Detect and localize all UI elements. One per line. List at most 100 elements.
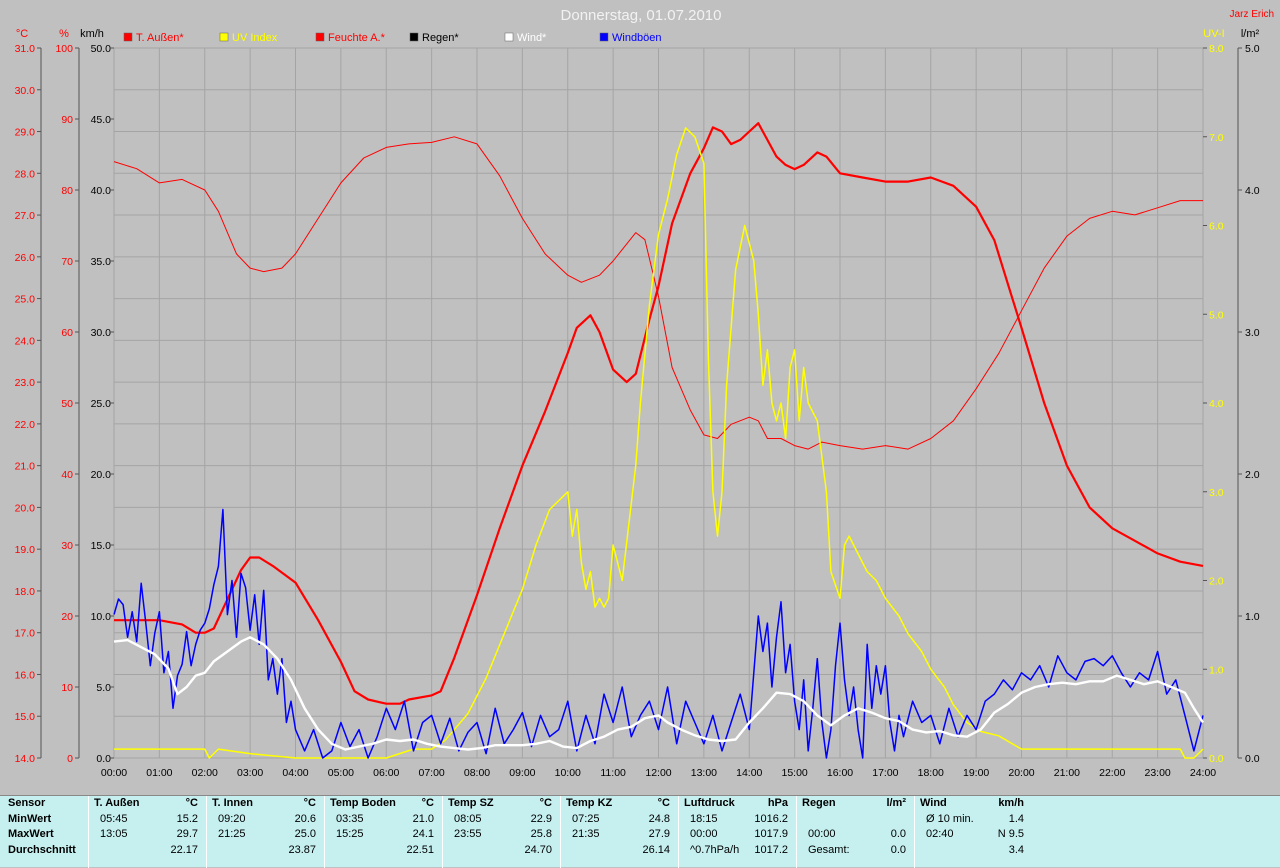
row-value: 1017.9 xyxy=(754,828,788,840)
temp-axis-tick-label: 30.0 xyxy=(15,85,36,97)
temp-axis-tick-label: 31.0 xyxy=(15,43,36,55)
x-axis-tick-label: 07:00 xyxy=(418,767,444,779)
x-axis-tick-label: 12:00 xyxy=(645,767,671,779)
section-header: Temp Boden °C xyxy=(330,796,434,812)
legend-label: Regen* xyxy=(422,32,459,44)
x-axis-tick-label: 14:00 xyxy=(736,767,762,779)
temp-axis-tick-label: 15.0 xyxy=(15,711,36,723)
section-divider xyxy=(560,796,561,868)
section-divider xyxy=(678,796,679,868)
kmh-unit-label: km/h xyxy=(80,28,104,40)
temp-axis-tick-label: 23.0 xyxy=(15,377,36,389)
row-label-sensor: Sensor xyxy=(8,797,46,809)
row-time: 23:55 xyxy=(454,828,482,840)
temp-axis-tick-label: 25.0 xyxy=(15,294,36,306)
pct-axis-tick-label: 60 xyxy=(61,327,73,339)
section-t-innen: T. Innen °C 09:20 20.6 21:25 25.0 23.87 xyxy=(212,796,316,868)
section-row: 07:25 24.8 xyxy=(566,812,670,828)
section-header: Luftdruck hPa xyxy=(684,796,788,812)
section-wind: Wind km/h Ø 10 min. 1.4 02:40 N 9.5 3.4 xyxy=(920,796,1024,868)
row-value: 0.0 xyxy=(890,828,906,840)
section-title: Temp KZ xyxy=(566,797,613,809)
row-time: 05:45 xyxy=(100,812,128,825)
kmh-axis-tick-label: 40.0 xyxy=(91,185,112,197)
grid xyxy=(113,47,1204,759)
row-time: 08:05 xyxy=(454,812,482,825)
row-value: 27.9 xyxy=(648,828,670,840)
rain-axis-tick-label: 1.0 xyxy=(1245,611,1260,623)
section-divider xyxy=(206,796,207,868)
row-value: 23.87 xyxy=(288,843,316,856)
x-axis-tick-label: 08:00 xyxy=(464,767,490,779)
row-time: 00:00 xyxy=(808,828,836,840)
row-value: 22.17 xyxy=(170,843,198,856)
temp-axis-tick-label: 18.0 xyxy=(15,586,36,598)
section-header: T. Innen °C xyxy=(212,796,316,812)
row-time: 07:25 xyxy=(572,812,600,825)
x-axis-tick-label: 22:00 xyxy=(1099,767,1125,779)
pct-axis-tick-label: 20 xyxy=(61,611,73,623)
series-line-uv-index xyxy=(114,127,1204,759)
temp-unit-label: °C xyxy=(16,28,28,40)
row-value: 22.51 xyxy=(406,843,434,856)
uv-axis-tick-label: 4.0 xyxy=(1209,398,1224,410)
legend-label: Feuchte A.* xyxy=(328,32,386,44)
row-label-max: MaxWert xyxy=(8,828,54,840)
x-axis-tick-label: 05:00 xyxy=(328,767,354,779)
x-axis-tick-label: 01:00 xyxy=(146,767,172,779)
x-axis-tick-label: 19:00 xyxy=(963,767,989,779)
row-value: 15.2 xyxy=(176,812,198,825)
kmh-axis-tick-label: 30.0 xyxy=(91,327,112,339)
section-row: 03:35 21.0 xyxy=(330,812,434,828)
section-unit: °C xyxy=(657,797,670,809)
section-row: 15:25 24.1 xyxy=(330,827,434,843)
section-temp-boden: Temp Boden °C 03:35 21.0 15:25 24.1 22.51 xyxy=(330,796,434,868)
kmh-axis-tick-label: 10.0 xyxy=(91,611,112,623)
x-axis-tick-label: 18:00 xyxy=(918,767,944,779)
section-divider xyxy=(324,796,325,868)
section-row: ^0.7hPa/h 1017.2 xyxy=(684,843,788,859)
row-time: 21:35 xyxy=(572,828,600,840)
temp-axis-tick-label: 28.0 xyxy=(15,168,36,180)
row-value: 26.14 xyxy=(642,843,670,856)
legend-swatch xyxy=(599,32,609,42)
section-row: 00:00 1017.9 xyxy=(684,827,788,843)
row-time: 18:15 xyxy=(690,812,718,825)
weather-chart: 31.0 30.0 29.0 28.0 27.0 26.0 25.0 24.0 23.0 22.0… xyxy=(15,7,1274,779)
x-axis-tick-label: 03:00 xyxy=(237,767,263,779)
section-row: Ø 10 min. 1.4 xyxy=(920,812,1024,828)
section-row: 23:55 25.8 xyxy=(448,827,552,843)
section-title: Temp Boden xyxy=(330,797,396,809)
temp-axis-tick-label: 17.0 xyxy=(15,628,36,640)
legend: T. Außen* UV Index Feuchte A.* Regen* Wind* W… xyxy=(123,32,662,44)
row-value: 0.0 xyxy=(890,843,906,856)
legend-label: T. Außen* xyxy=(136,32,184,44)
section-unit: °C xyxy=(539,797,552,809)
kmh-axis-tick-label: 5.0 xyxy=(96,682,111,694)
kmh-axis-tick-label: 50.0 xyxy=(91,43,112,55)
temp-axis-tick-label: 29.0 xyxy=(15,127,36,139)
row-value: 29.7 xyxy=(176,828,198,840)
uv-axis-tick-label: 5.0 xyxy=(1209,309,1224,321)
section-title: T. Innen xyxy=(212,797,253,809)
section-header: T. Außen °C xyxy=(94,796,198,812)
section-unit: km/h xyxy=(998,797,1024,809)
pct-axis-tick-label: 70 xyxy=(61,256,73,268)
row-value: N 9.5 xyxy=(997,828,1024,840)
pct-unit-label: % xyxy=(59,28,69,40)
pct-axis-tick-label: 30 xyxy=(61,540,73,552)
row-value: 1017.2 xyxy=(754,843,788,856)
section-row: 22.51 xyxy=(330,843,434,859)
pct-axis-tick-label: 100 xyxy=(55,43,73,55)
x-axis-tick-label: 20:00 xyxy=(1008,767,1034,779)
x-axis-tick-label: 00:00 xyxy=(101,767,127,779)
rain-axis-tick-label: 2.0 xyxy=(1245,469,1260,481)
rain-axis-tick-label: 4.0 xyxy=(1245,185,1260,197)
axes: 31.0 30.0 29.0 28.0 27.0 26.0 25.0 24.0 23.0 22.0… xyxy=(15,43,1260,779)
x-axis-tick-label: 06:00 xyxy=(373,767,399,779)
legend-swatch xyxy=(504,32,514,42)
x-axis-tick-label: 02:00 xyxy=(192,767,218,779)
kmh-axis-tick-label: 25.0 xyxy=(91,398,112,410)
row-value: 1.4 xyxy=(1008,812,1024,825)
section-row: 3.4 xyxy=(920,843,1024,859)
